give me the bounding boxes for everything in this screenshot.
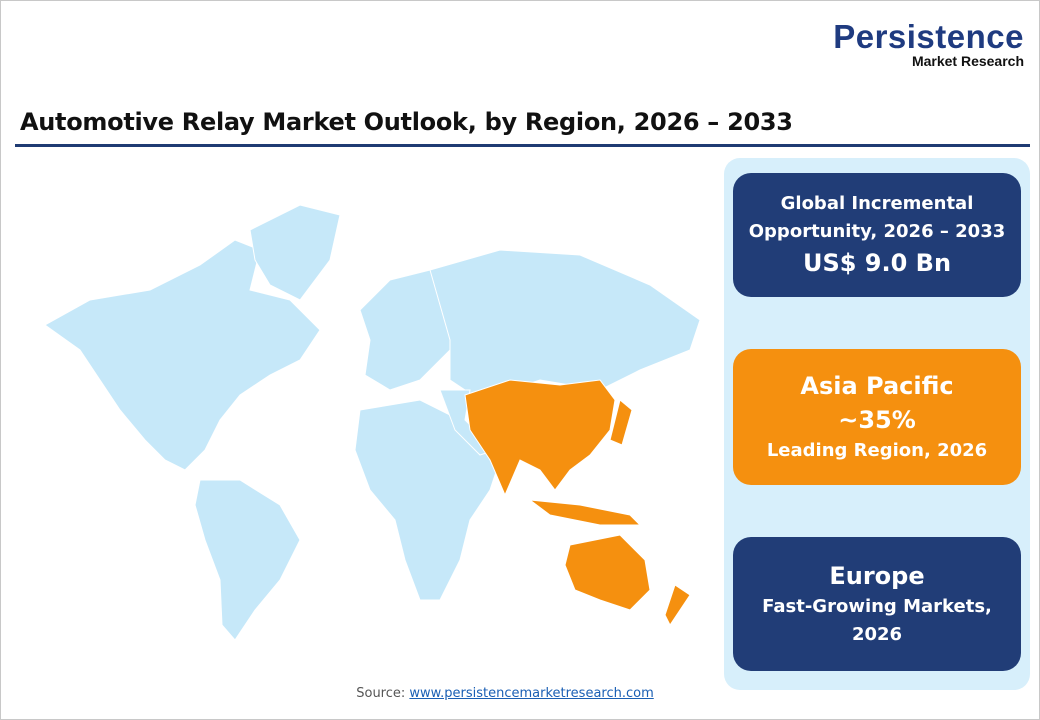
card-caption: Leading Region, 2026 (766, 440, 988, 461)
card-value: US$ 9.0 Bn (802, 249, 952, 277)
fast-growing-card: Europe Fast-Growing Markets, 2026 (733, 537, 1021, 671)
logo-name: Persistence (833, 18, 1024, 55)
card-region: Asia Pacific (800, 372, 954, 400)
logo: Persistence Market Research (833, 18, 1024, 69)
map-australia (564, 534, 651, 611)
page-title: Automotive Relay Market Outlook, by Regi… (20, 108, 793, 136)
logo-subtitle: Market Research (911, 53, 1024, 69)
source-note: Source: www.persistencemarketresearch.co… (0, 686, 1010, 701)
map-indonesia (528, 499, 642, 526)
card-label-line2: Opportunity, 2026 – 2033 (748, 221, 1006, 242)
map-europe (359, 269, 451, 391)
incremental-opportunity-card: Global Incremental Opportunity, 2026 – 2… (733, 173, 1021, 297)
map-new-zealand (664, 584, 691, 626)
map-asia-pacific (464, 379, 616, 497)
map-japan (609, 399, 633, 446)
card-caption-line2: 2026 (851, 624, 903, 645)
map-north-america (44, 239, 321, 471)
card-value: ~35% (838, 406, 916, 434)
source-link[interactable]: www.persistencemarketresearch.com (409, 686, 654, 701)
source-label: Source: (356, 686, 406, 701)
world-map (44, 204, 701, 641)
card-label-line1: Global Incremental (780, 193, 974, 214)
card-region: Europe (829, 562, 925, 590)
map-south-america (194, 479, 301, 641)
card-caption-line1: Fast-Growing Markets, (762, 596, 992, 617)
map-russia (429, 249, 701, 401)
title-divider (15, 144, 1030, 147)
map-greenland (249, 204, 341, 301)
leading-region-card: Asia Pacific ~35% Leading Region, 2026 (733, 349, 1021, 485)
